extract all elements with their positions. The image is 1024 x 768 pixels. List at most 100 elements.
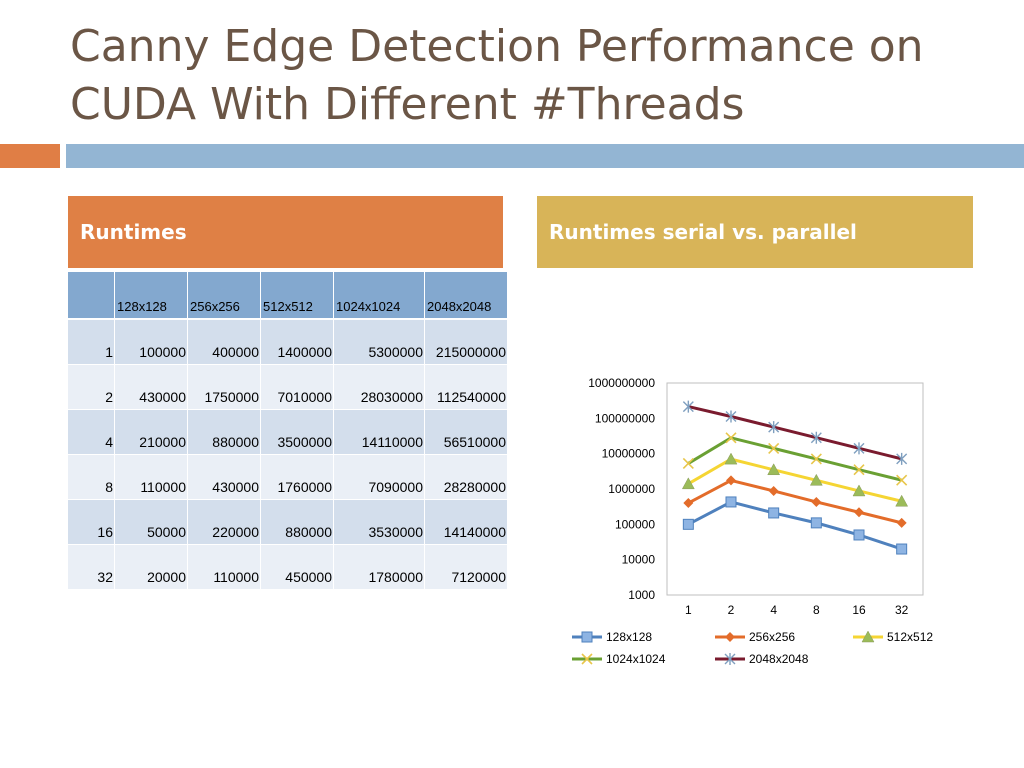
data-point — [852, 484, 866, 497]
y-tick-label: 1000000 — [608, 482, 655, 496]
legend-label: 128x128 — [606, 630, 652, 644]
column-header: 2048x2048 — [424, 272, 508, 320]
y-tick-label: 10000 — [622, 553, 656, 567]
table-row: 16 50000 220000 880000 3530000 14140000 — [68, 499, 508, 545]
serial-vs-parallel-header: Runtimes serial vs. parallel — [537, 196, 973, 268]
legend-marker — [725, 632, 735, 642]
y-tick-label: 1000 — [628, 588, 655, 602]
legend-marker — [861, 630, 875, 643]
table-row: 1 100000 400000 1400000 5300000 21500000… — [68, 319, 508, 365]
data-point — [726, 475, 736, 486]
x-tick-label: 32 — [895, 603, 909, 617]
y-tick-label: 1000000000 — [588, 376, 655, 390]
legend-label: 1024x1024 — [606, 652, 666, 666]
data-point — [896, 474, 908, 486]
table-cell: 7010000 — [260, 364, 334, 410]
legend-label: 2048x2048 — [749, 652, 809, 666]
data-point — [810, 517, 822, 529]
data-point — [896, 517, 907, 528]
table-cell: 110000 — [114, 454, 188, 500]
data-point — [853, 529, 865, 541]
accent-bar-orange — [0, 144, 60, 168]
legend-marker — [581, 653, 593, 665]
data-point — [896, 543, 908, 555]
table-cell: 3530000 — [333, 499, 425, 545]
legend-label: 256x256 — [749, 630, 795, 644]
data-point — [725, 496, 737, 508]
runtime-line-chart: 1000 10000 100000 1000000 10000000 100000000 1… — [572, 376, 933, 666]
data-point — [682, 518, 694, 530]
table-cell: 14110000 — [333, 409, 425, 455]
series-line-256x256 — [687, 478, 903, 525]
table-cell: 210000 — [114, 409, 188, 455]
threads-cell: 4 — [68, 409, 115, 455]
threads-cell: 16 — [68, 499, 115, 545]
table-cell: 400000 — [187, 319, 261, 365]
y-tick-label: 100000 — [615, 517, 655, 531]
data-point — [809, 473, 823, 486]
table-cell: 220000 — [187, 499, 261, 545]
data-point — [768, 442, 780, 454]
legend-marker — [581, 631, 593, 643]
table-cell: 430000 — [187, 454, 261, 500]
data-point — [810, 453, 822, 465]
data-point — [682, 457, 694, 469]
x-tick-label: 2 — [728, 603, 735, 617]
x-tick-label: 8 — [813, 603, 820, 617]
y-tick-label: 100000000 — [595, 411, 655, 425]
slide-title: Canny Edge Detection Performance on CUDA… — [70, 21, 924, 130]
data-point — [853, 464, 865, 476]
table-cell: 1780000 — [333, 544, 425, 590]
data-point — [810, 431, 822, 444]
x-tick-label: 1 — [685, 603, 692, 617]
legend-label: 512x512 — [887, 630, 933, 644]
threads-cell: 32 — [68, 544, 115, 590]
y-tick-label: 10000000 — [602, 447, 656, 461]
series-line-2048x2048 — [687, 405, 903, 461]
runtimes-table: 128x128 256x256 512x512 1024x1024 2048x2… — [68, 272, 508, 590]
table-cell: 56510000 — [424, 409, 508, 455]
table-cell: 100000 — [114, 319, 188, 365]
data-point — [681, 477, 695, 490]
plot-area — [666, 382, 924, 596]
table-cell: 1760000 — [260, 454, 334, 500]
data-point — [853, 442, 865, 455]
table-cell: 215000000 — [424, 319, 508, 365]
table-cell: 450000 — [260, 544, 334, 590]
table-cell: 28030000 — [333, 364, 425, 410]
series-line-1024x1024 — [687, 436, 903, 482]
table-cell: 1750000 — [187, 364, 261, 410]
table-header-row: 128x128 256x256 512x512 1024x1024 2048x2… — [68, 272, 508, 320]
table-cell: 7120000 — [424, 544, 508, 590]
table-cell: 50000 — [114, 499, 188, 545]
threads-cell: 2 — [68, 364, 115, 410]
table-cell: 880000 — [187, 409, 261, 455]
data-point — [725, 432, 737, 444]
data-point — [896, 452, 908, 465]
column-header: 512x512 — [260, 272, 334, 320]
table-cell: 430000 — [114, 364, 188, 410]
table-row: 2 430000 1750000 7010000 28030000 112540… — [68, 364, 508, 410]
accent-bar-blue — [66, 144, 1024, 168]
threads-cell: 8 — [68, 454, 115, 500]
table-cell: 3500000 — [260, 409, 334, 455]
table-cell: 14140000 — [424, 499, 508, 545]
x-tick-label: 16 — [852, 603, 866, 617]
series-line-128x128 — [687, 500, 903, 551]
table-cell: 5300000 — [333, 319, 425, 365]
table-cell: 1400000 — [260, 319, 334, 365]
series-line-512x512 — [687, 457, 903, 503]
column-header: 1024x1024 — [333, 272, 425, 320]
table-row: 8 110000 430000 1760000 7090000 28280000 — [68, 454, 508, 500]
x-tick-label: 4 — [770, 603, 777, 617]
table-row: 32 20000 110000 450000 1780000 7120000 — [68, 544, 508, 590]
data-point — [895, 494, 909, 507]
column-header: 256x256 — [187, 272, 261, 320]
data-point — [682, 400, 694, 413]
table-cell: 112540000 — [424, 364, 508, 410]
data-point — [768, 421, 780, 434]
data-point — [768, 485, 779, 496]
threads-cell: 1 — [68, 319, 115, 365]
data-point — [811, 496, 822, 507]
data-point — [768, 507, 780, 519]
